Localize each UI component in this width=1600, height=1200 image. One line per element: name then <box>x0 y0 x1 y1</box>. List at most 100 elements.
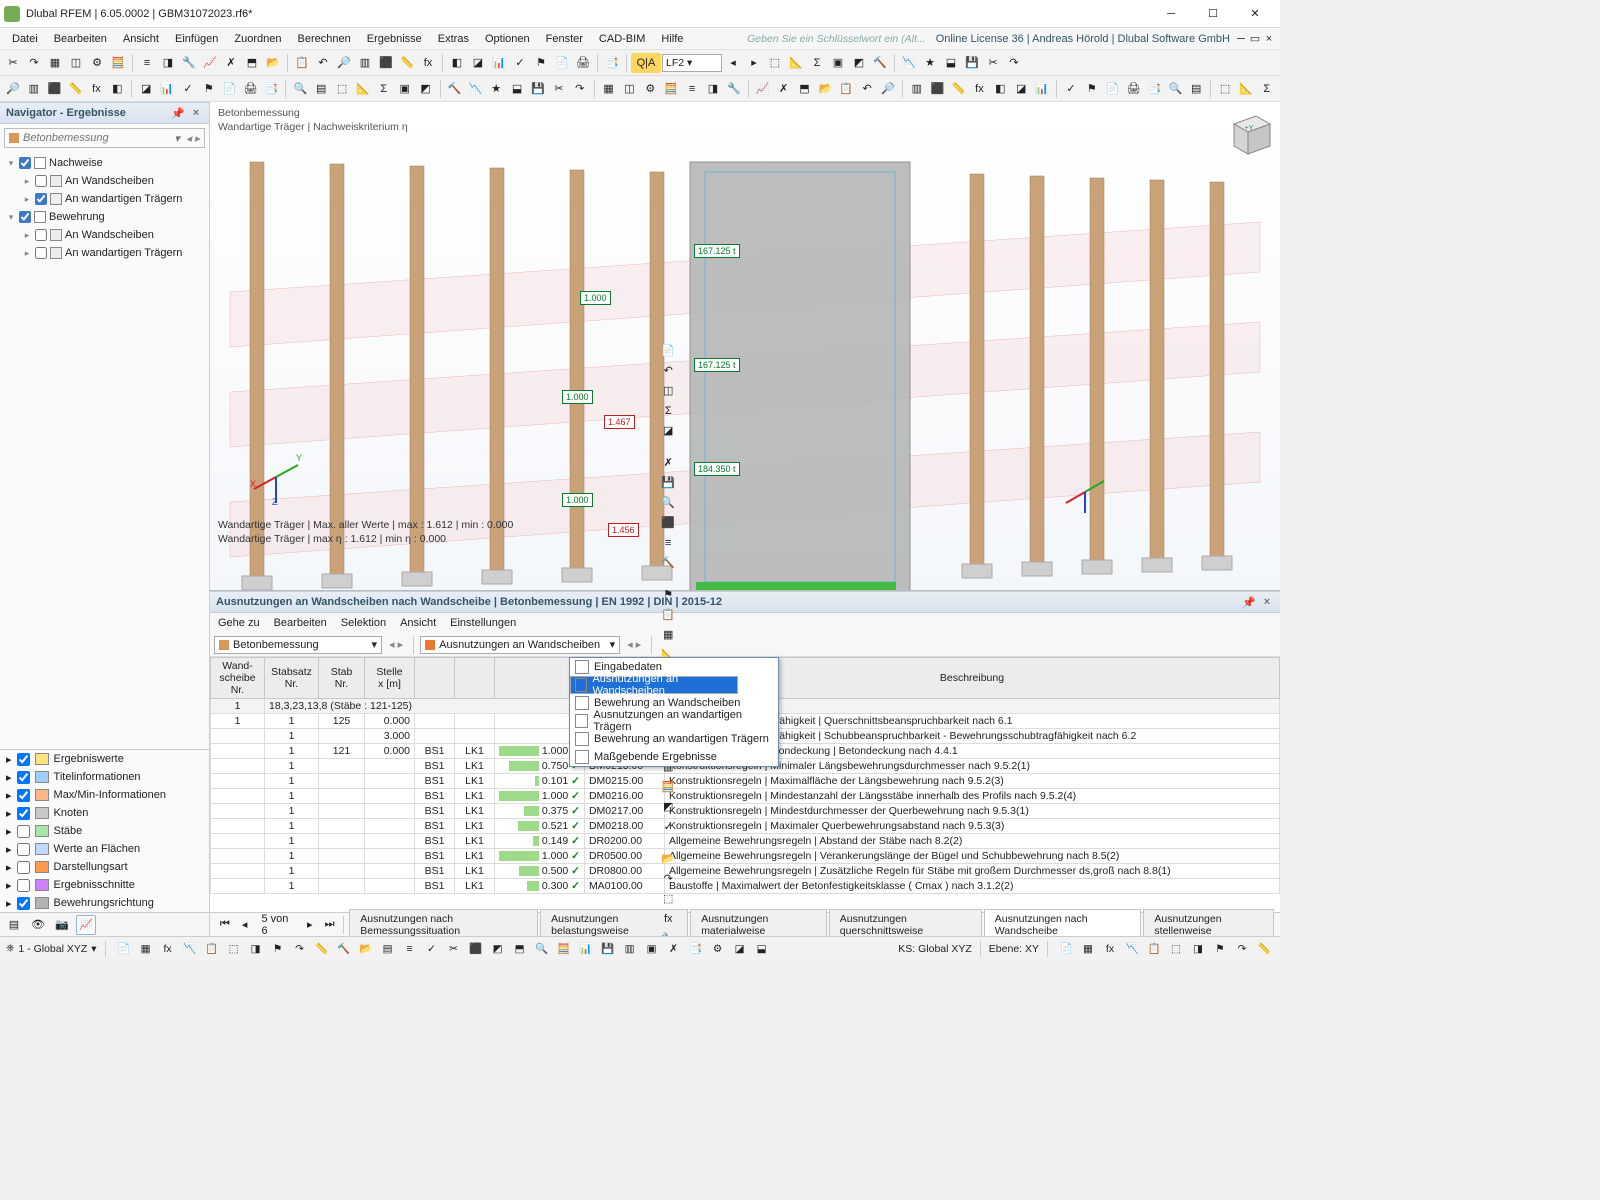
status-a-19-icon[interactable]: 🔍 <box>532 939 552 959</box>
results-tool-4-icon[interactable]: ◪ <box>658 421 678 441</box>
tree-node[interactable]: ▸ An wandartigen Trägern <box>0 244 209 262</box>
tool-2-6-icon[interactable]: ◪ <box>136 79 156 99</box>
status-a-8-icon[interactable]: ↷ <box>290 939 310 959</box>
col-header[interactable]: Stellex [m] <box>365 658 415 699</box>
tool-2-32-icon[interactable]: ◨ <box>703 79 723 99</box>
tool-1-3-icon[interactable]: ◫ <box>66 53 86 73</box>
tool-2-7-icon[interactable]: 📊 <box>157 79 177 99</box>
tool-1-22-icon[interactable]: 📊 <box>489 53 509 73</box>
col-header[interactable] <box>455 658 495 699</box>
mdi-restore-button[interactable]: ▭ <box>1248 32 1262 45</box>
tool-1-17-icon[interactable]: ⬛ <box>376 53 396 73</box>
tool-2-42-icon[interactable]: ⬛ <box>928 79 948 99</box>
tool-1-12-icon[interactable]: 📂 <box>263 53 283 73</box>
tool-1-20-icon[interactable]: ◧ <box>447 53 467 73</box>
option-row[interactable]: ▸ Werte an Flächen <box>0 840 209 858</box>
tool-2-10-icon[interactable]: 📄 <box>220 79 240 99</box>
tool-2-4-icon[interactable]: fx <box>87 79 107 99</box>
tool-1-23-icon[interactable]: ✓ <box>510 53 530 73</box>
status-a-17-icon[interactable]: ◩ <box>488 939 508 959</box>
status-a-29-icon[interactable]: ⬓ <box>752 939 772 959</box>
tool-2-1-icon[interactable]: ▥ <box>24 79 44 99</box>
tool-2-51-icon[interactable]: 🖨 <box>1124 79 1144 99</box>
tool-2-18-icon[interactable]: ▣ <box>395 79 415 99</box>
tool-2-8-icon[interactable]: ✓ <box>178 79 198 99</box>
status-a-25-icon[interactable]: ✗ <box>664 939 684 959</box>
status-b-3-icon[interactable]: 📉 <box>1122 939 1142 959</box>
results-tool-23-icon[interactable]: 📂 <box>658 849 678 869</box>
results-tool-6-icon[interactable]: 💾 <box>658 473 678 493</box>
tool-11-6-icon[interactable]: 📉 <box>899 53 919 73</box>
results-tool-25-icon[interactable]: ⬚ <box>658 889 678 909</box>
tool-2-9-icon[interactable]: ⚑ <box>199 79 219 99</box>
tool-2-19-icon[interactable]: ◩ <box>416 79 436 99</box>
status-cs[interactable]: ⎈ 1 - Global XYZ ▾ <box>6 942 97 955</box>
status-b-0-icon[interactable]: 📄 <box>1056 939 1076 959</box>
tool-2-0-icon[interactable]: 🔎 <box>3 79 23 99</box>
status-a-1-icon[interactable]: ▦ <box>136 939 156 959</box>
tool-1-25-icon[interactable]: 📄 <box>552 53 572 73</box>
results-tool-10-icon[interactable]: 🔨 <box>658 553 678 573</box>
results-tool-2-icon[interactable]: ◫ <box>658 381 678 401</box>
menu-datei[interactable]: Datei <box>4 31 46 47</box>
pager-next-icon[interactable]: ▸ <box>301 915 319 935</box>
tree-checkbox[interactable] <box>35 175 47 187</box>
tree-node[interactable]: ▸ An Wandscheiben <box>0 172 209 190</box>
tool-2-12-icon[interactable]: 📑 <box>262 79 282 99</box>
col-header[interactable] <box>415 658 455 699</box>
tool-1-26-icon[interactable]: 🖨 <box>573 53 593 73</box>
menu-ergebnisse[interactable]: Ergebnisse <box>359 31 430 47</box>
status-a-26-icon[interactable]: 📑 <box>686 939 706 959</box>
results-combo-module[interactable]: Betonbemessung▾ <box>214 636 382 654</box>
tool-1-11-icon[interactable]: ⬒ <box>242 53 262 73</box>
results-tool-8-icon[interactable]: ⬛ <box>658 513 678 533</box>
mdi-close-button[interactable]: × <box>1262 33 1276 45</box>
option-checkbox[interactable] <box>17 879 30 892</box>
results-tool-12-icon[interactable]: 📋 <box>658 605 678 625</box>
tool-2-39-icon[interactable]: ↶ <box>857 79 877 99</box>
menu-einfügen[interactable]: Einfügen <box>167 31 226 47</box>
results-menu-gehe zu[interactable]: Gehe zu <box>218 617 260 629</box>
tool-2-50-icon[interactable]: 📄 <box>1103 79 1123 99</box>
tool-11-10-icon[interactable]: ✂ <box>983 53 1003 73</box>
nav-tab-cam-icon[interactable]: 📷 <box>52 915 72 935</box>
results-menu-einstellungen[interactable]: Einstellungen <box>450 617 516 629</box>
tool-2-41-icon[interactable]: ▥ <box>907 79 927 99</box>
view-cube[interactable]: +Y <box>1226 110 1272 156</box>
navigator-tree[interactable]: ▾ Nachweise ▸ An Wandscheiben ▸ An wanda… <box>0 152 209 749</box>
model-viewport[interactable]: Betonbemessung Wandartige Träger | Nachw… <box>210 102 1280 590</box>
status-b-2-icon[interactable]: fx <box>1100 939 1120 959</box>
results-tool-9-icon[interactable]: ≡ <box>658 533 678 553</box>
tool-1-24-icon[interactable]: ⚑ <box>531 53 551 73</box>
status-a-24-icon[interactable]: ▣ <box>642 939 662 959</box>
pager-prev-icon[interactable]: ◂ <box>236 915 254 935</box>
dropdown-item[interactable]: Ausnutzungen an wandartigen Trägern <box>570 712 778 730</box>
results-tool-27-icon[interactable]: 🔧 <box>658 929 678 937</box>
menu-bearbeiten[interactable]: Bearbeiten <box>46 31 115 47</box>
tool-1-10-icon[interactable]: ✗ <box>221 53 241 73</box>
option-row[interactable]: ▸ Stäbe <box>0 822 209 840</box>
tool-2-33-icon[interactable]: 🔧 <box>724 79 744 99</box>
option-checkbox[interactable] <box>17 807 30 820</box>
tool-1-14-icon[interactable]: ↶ <box>313 53 333 73</box>
tool-1-4-icon[interactable]: ⚙ <box>87 53 107 73</box>
tree-checkbox[interactable] <box>19 211 31 223</box>
status-a-2-icon[interactable]: fx <box>158 939 178 959</box>
tool-11-5-icon[interactable]: 🔨 <box>870 53 890 73</box>
status-a-15-icon[interactable]: ✂ <box>444 939 464 959</box>
nav-tab-results-icon[interactable]: 📈 <box>76 915 96 935</box>
tool-2-29-icon[interactable]: ⚙ <box>640 79 660 99</box>
status-a-28-icon[interactable]: ◪ <box>730 939 750 959</box>
tool-2-30-icon[interactable]: 🧮 <box>661 79 681 99</box>
option-checkbox[interactable] <box>17 897 30 910</box>
table-row[interactable]: 1 BS1LK1 1.000 ✓ DR0500.00Allgemeine Bew… <box>211 849 1280 864</box>
dropdown-item[interactable]: Ausnutzungen an Wandscheiben <box>570 676 738 694</box>
tool-1-8-icon[interactable]: 🔧 <box>179 53 199 73</box>
nav-tab-data-icon[interactable]: ▤ <box>4 915 24 935</box>
tree-checkbox[interactable] <box>35 247 47 259</box>
tool-1-15-icon[interactable]: 🔎 <box>334 53 354 73</box>
results-tool-0-icon[interactable]: 📄 <box>658 341 678 361</box>
option-row[interactable]: ▸ Darstellungsart <box>0 858 209 876</box>
tool-2-52-icon[interactable]: 📑 <box>1145 79 1165 99</box>
menu-ansicht[interactable]: Ansicht <box>115 31 167 47</box>
